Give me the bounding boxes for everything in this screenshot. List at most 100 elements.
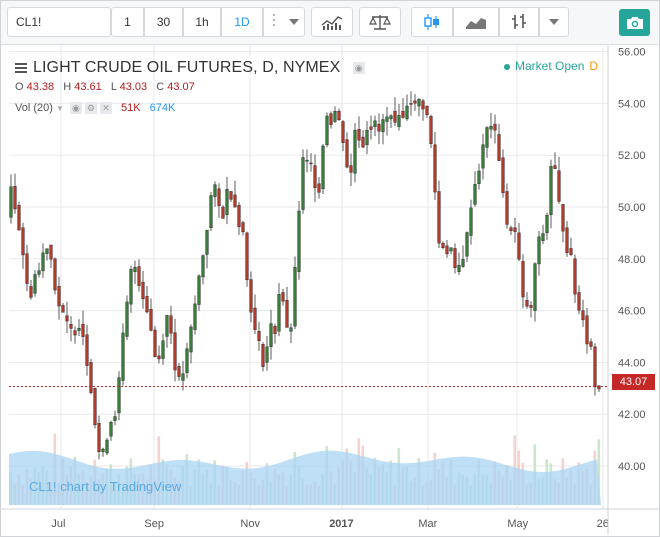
candle-body	[589, 341, 593, 347]
chevron-down-icon[interactable]: ▼	[55, 104, 64, 113]
interval-button-1h[interactable]: 1h	[183, 7, 221, 37]
price-chart[interactable]: 40.00 42.00 44.00 46.00 48.00 50.00 52.00 54.00…	[1, 45, 659, 535]
candle-body	[377, 123, 381, 132]
candles-style-button[interactable]	[411, 7, 453, 37]
x-tick-label: May	[507, 518, 528, 530]
interval-button-1d[interactable]: 1D	[221, 7, 263, 37]
watermark: CL1! chart by TradingView	[29, 479, 182, 494]
symbol-search-input[interactable]: CL1!	[7, 7, 111, 37]
candle-body	[109, 422, 113, 437]
x-tick-label: 2017	[329, 518, 353, 530]
candle-body	[213, 184, 217, 197]
candle-body	[373, 120, 377, 127]
market-status-text: Market Open	[515, 59, 585, 73]
candle-body	[549, 166, 553, 215]
area-chart-icon	[466, 18, 486, 29]
candle-body	[89, 362, 93, 393]
candle-body	[269, 323, 273, 348]
interval-button-1[interactable]: 1	[111, 7, 144, 37]
candle-body	[369, 126, 373, 130]
ohlc-bars-icon	[512, 14, 526, 29]
candle-body	[337, 110, 341, 121]
chart-title-text: LIGHT CRUDE OIL FUTURES, D, NYMEX	[33, 59, 341, 76]
candle-body	[569, 248, 573, 255]
candle-body	[145, 296, 149, 313]
candle-body	[593, 346, 597, 388]
candle-body	[385, 116, 389, 122]
candle-body	[517, 232, 521, 260]
x-tick-label: Mar	[418, 518, 437, 530]
candle-body	[533, 263, 537, 311]
candle-body	[189, 326, 193, 353]
candle-body	[249, 279, 253, 313]
eye-icon[interactable]: ◉	[352, 61, 365, 74]
candle-body	[133, 266, 137, 272]
candle-body	[405, 105, 409, 120]
area-style-button[interactable]	[453, 7, 499, 37]
candle-body	[477, 170, 481, 184]
candle-body	[349, 165, 353, 173]
candle-body	[29, 286, 33, 298]
more-dots-icon	[273, 14, 276, 30]
candle-body	[73, 330, 77, 336]
candle-body	[229, 191, 233, 200]
interval-dropdown-button[interactable]	[263, 7, 305, 37]
candle-body	[597, 385, 601, 390]
low-value: 43.03	[119, 81, 148, 93]
candle-body	[529, 305, 533, 308]
candle-body	[333, 111, 337, 122]
bars-style-button[interactable]	[499, 7, 539, 37]
candle-body	[325, 115, 329, 146]
plot-background	[1, 45, 608, 535]
menu-icon[interactable]	[15, 61, 27, 75]
style-dropdown-button[interactable]	[539, 7, 569, 37]
eye-icon[interactable]: ◉	[69, 102, 82, 115]
candle-body	[497, 134, 501, 161]
candle-body	[389, 115, 393, 120]
close-icon[interactable]: ✕	[99, 102, 112, 115]
candle-body	[565, 227, 569, 253]
candle-body	[537, 236, 541, 265]
candle-body	[397, 114, 401, 127]
candle-body	[241, 222, 245, 233]
candle-body	[421, 100, 425, 110]
candle-body	[277, 294, 281, 332]
candle-body	[573, 258, 577, 295]
candle-body	[461, 259, 465, 267]
candle-body	[253, 307, 257, 330]
candle-body	[49, 244, 53, 260]
candle-body	[205, 229, 209, 255]
candle-body	[417, 98, 421, 107]
candle-body	[381, 119, 385, 133]
candle-body	[513, 227, 517, 232]
candle-body	[521, 261, 525, 298]
candle-body	[157, 355, 161, 360]
snapshot-button[interactable]	[619, 9, 650, 36]
candle-body	[305, 159, 309, 162]
status-dot-icon	[504, 63, 510, 70]
candle-body	[289, 327, 293, 332]
candle-body	[185, 348, 189, 373]
candle-body	[329, 113, 333, 125]
candle-body	[561, 204, 565, 232]
candle-body	[301, 157, 305, 210]
y-tick-label: 48.00	[618, 254, 646, 266]
interval-button-30[interactable]: 30	[144, 7, 183, 37]
candle-body	[45, 248, 49, 254]
compare-button[interactable]	[359, 7, 401, 37]
candle-body	[81, 323, 85, 337]
gear-icon[interactable]: ⚙	[84, 102, 97, 115]
candle-body	[153, 329, 157, 358]
last-price-label: 43.07	[612, 374, 655, 390]
x-tick-label: Nov	[240, 518, 260, 530]
candle-body	[525, 300, 529, 307]
candle-body	[469, 207, 473, 236]
candle-body	[293, 267, 297, 327]
candle-body	[13, 186, 17, 210]
indicators-button[interactable]	[311, 7, 353, 37]
candle-body	[113, 416, 117, 421]
market-status: Market Open D	[504, 59, 598, 73]
candle-body	[553, 165, 557, 169]
candle-body	[393, 110, 397, 123]
